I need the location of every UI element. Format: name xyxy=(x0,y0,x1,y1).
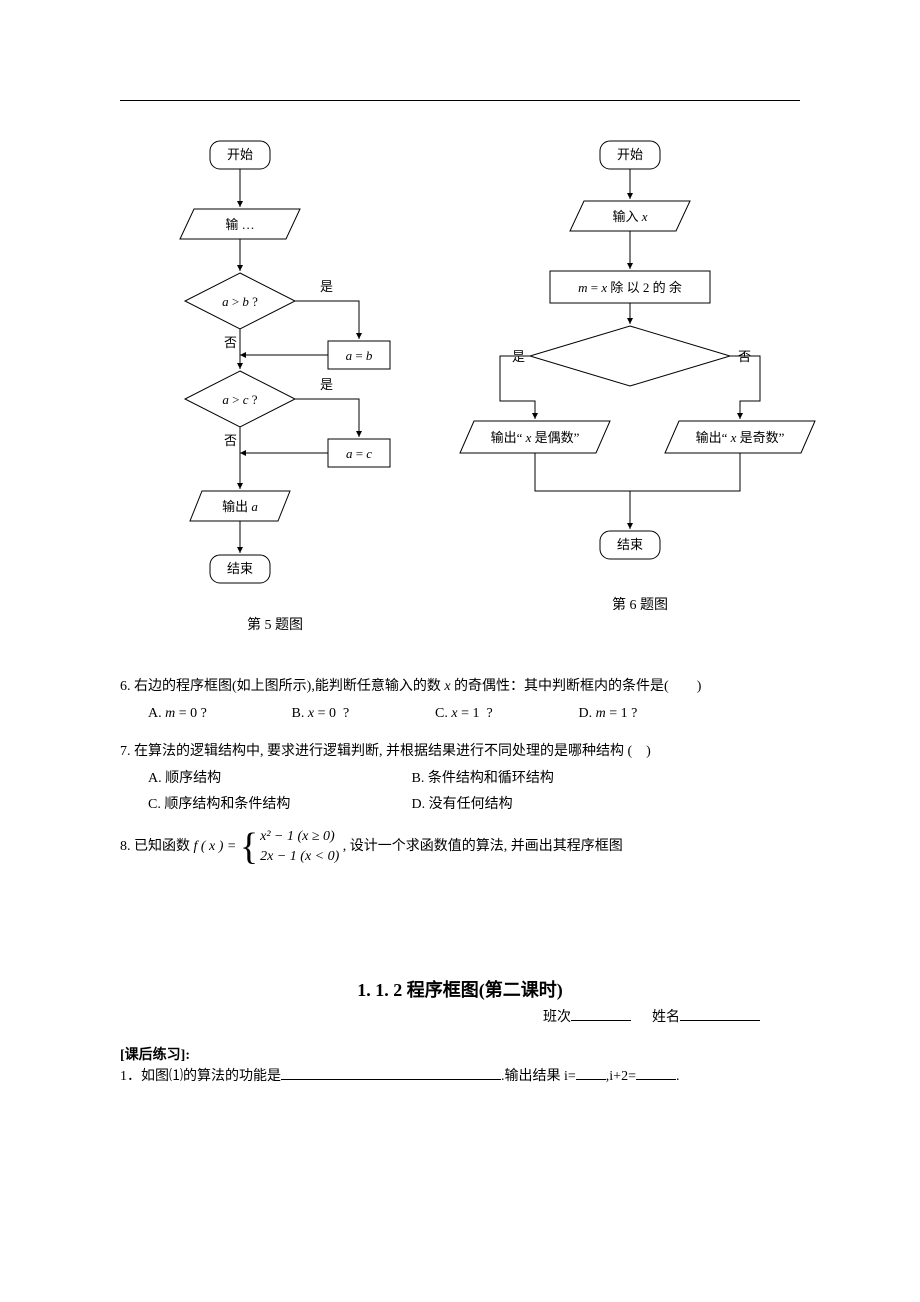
section-2-q1: 1．如图⑴的算法的功能是 .输出结果 i= ,i+2=. xyxy=(120,1064,800,1091)
fc5-setac-label: a = c xyxy=(346,446,372,461)
fc5-dec1-yes: 是 xyxy=(320,279,333,294)
s2-q1-prefix: 1．如图⑴的算法的功能是 xyxy=(120,1069,281,1084)
section-2-subheading: [课后练习]: xyxy=(120,1044,800,1064)
question-8: 8. 已知函数 f ( x ) = { x² − 1 (x ≥ 0) 2x − … xyxy=(120,827,800,866)
s2-q1-end: . xyxy=(676,1069,680,1084)
flowchart-5-caption: 第 5 题图 xyxy=(120,614,430,634)
fc6-end-label: 结束 xyxy=(617,537,643,552)
section-2-title: 1. 1. 2 程序框图(第二课时) xyxy=(120,976,800,1002)
class-label: 班次 xyxy=(543,1010,571,1025)
fc5-input-label: 输 … xyxy=(225,217,254,232)
top-rule xyxy=(120,100,800,101)
fc6-input-label: 输入 x xyxy=(612,209,647,224)
q8-suffix: , 设计一个求函数值的算法, 并画出其程序框图 xyxy=(343,839,623,854)
fc6-out-even-label: 输出“ x 是偶数” xyxy=(491,430,580,445)
s2-q1-mid: .输出结果 i= xyxy=(501,1069,576,1084)
q8-piecewise: { x² − 1 (x ≥ 0) 2x − 1 (x < 0) xyxy=(240,827,339,866)
left-brace-icon: { xyxy=(240,828,258,866)
flowchart-5: 开始 输 … a > b ? 是 否 a = b xyxy=(120,131,430,634)
q6-opt-c: C. x = 1 ? xyxy=(435,701,575,728)
q6-opt-a: A. m = 0 ? xyxy=(148,701,288,728)
q7-stem: 7. 在算法的逻辑结构中, 要求进行逻辑判断, 并根据结果进行不同处理的是哪种结… xyxy=(120,739,800,766)
flowcharts-container: 开始 输 … a > b ? 是 否 a = b xyxy=(120,131,800,634)
q8-prefix: 8. 已知函数 xyxy=(120,839,194,854)
q7-opt-d: D. 没有任何结构 xyxy=(412,792,513,819)
q7-opt-c: C. 顺序结构和条件结构 xyxy=(148,792,408,819)
fc6-start-label: 开始 xyxy=(617,147,643,162)
class-name-line: 班次 姓名 xyxy=(120,1006,800,1026)
fc5-dec1-label: a > b ? xyxy=(222,294,258,309)
q7-opt-b: B. 条件结构和循环结构 xyxy=(412,766,554,793)
s2-q1-mid2: ,i+2= xyxy=(606,1069,636,1084)
q8-fx: f ( x ) = xyxy=(194,839,237,854)
flowchart-5-svg: 开始 输 … a > b ? 是 否 a = b xyxy=(120,131,430,601)
question-7: 7. 在算法的逻辑结构中, 要求进行逻辑判断, 并根据结果进行不同处理的是哪种结… xyxy=(120,739,800,819)
q8-case1: x² − 1 (x ≥ 0) xyxy=(260,827,339,847)
fc5-dec2-label: a > c ? xyxy=(222,392,257,407)
fc5-dec2-no: 否 xyxy=(224,433,237,448)
fc5-dec1-no: 否 xyxy=(224,335,237,350)
fc5-setab-label: a = b xyxy=(346,348,373,363)
flowchart-6-caption: 第 6 题图 xyxy=(450,594,830,614)
fc6-out-odd-label: 输出“ x 是奇数” xyxy=(696,430,785,445)
q7-opt-a: A. 顺序结构 xyxy=(148,766,408,793)
flowchart-6: 开始 输入 x m = x 除 以 2 的 余 是 否 输出“ x 是偶数” 输… xyxy=(450,131,830,634)
q8-case2: 2x − 1 (x < 0) xyxy=(260,847,339,867)
q6-opt-d: D. m = 1 ? xyxy=(579,701,719,728)
q6-opt-b: B. x = 0 ? xyxy=(292,701,432,728)
fc6-proc-label: m = x 除 以 2 的 余 xyxy=(578,280,682,295)
fc5-end-label: 结束 xyxy=(227,561,253,576)
fc5-start-label: 开始 xyxy=(227,147,253,162)
flowchart-6-svg: 开始 输入 x m = x 除 以 2 的 余 是 否 输出“ x 是偶数” 输… xyxy=(450,131,830,581)
name-label: 姓名 xyxy=(652,1010,680,1025)
q6-stem: 6. 右边的程序框图(如上图所示),能判断任意输入的数 x 的奇偶性：其中判断框… xyxy=(120,674,800,701)
question-6: 6. 右边的程序框图(如上图所示),能判断任意输入的数 x 的奇偶性：其中判断框… xyxy=(120,674,800,727)
fc5-output-label: 输出 a xyxy=(222,499,258,514)
fc5-dec2-yes: 是 xyxy=(320,377,333,392)
